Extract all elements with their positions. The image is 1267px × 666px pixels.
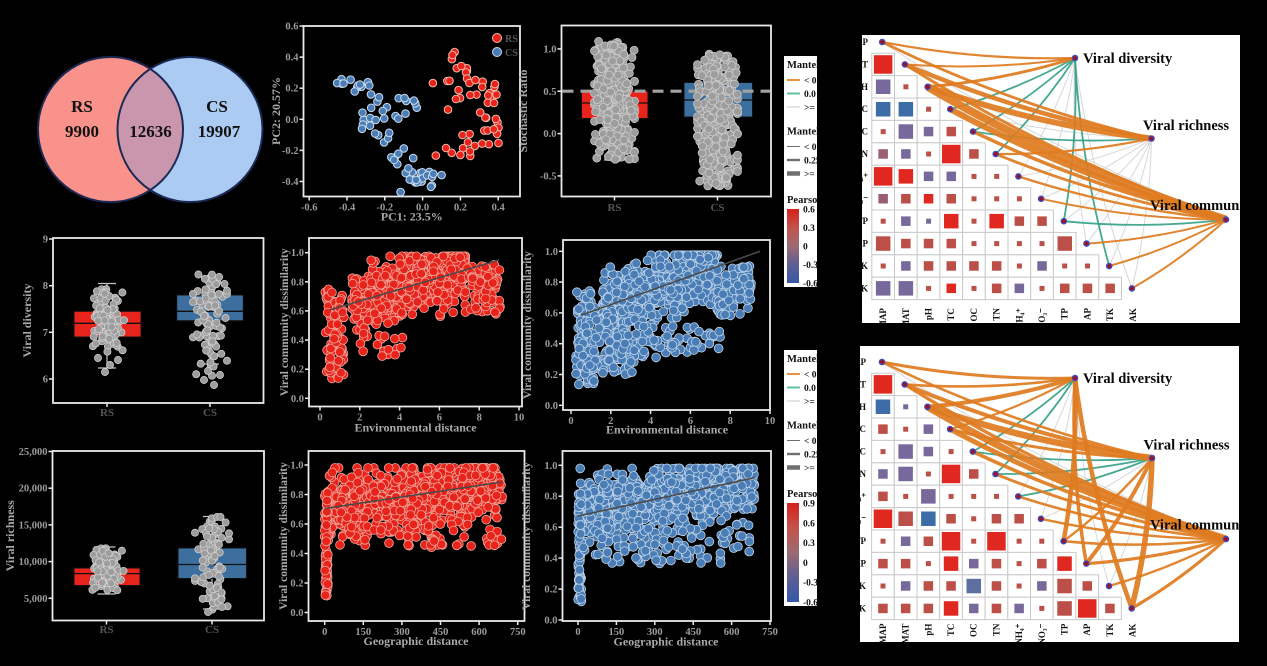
svg-text:-0.2: -0.2 xyxy=(282,146,299,157)
svg-text:0.6: 0.6 xyxy=(291,306,304,317)
svg-text:600: 600 xyxy=(471,627,487,638)
svg-text:10: 10 xyxy=(765,416,776,427)
svg-text:1.0: 1.0 xyxy=(544,461,557,472)
svg-text:0.0: 0.0 xyxy=(290,608,303,619)
svg-text:Environmental distance: Environmental distance xyxy=(606,423,729,437)
svg-text:0.6: 0.6 xyxy=(544,523,557,534)
svg-text:0.8: 0.8 xyxy=(291,277,304,288)
svg-text:750: 750 xyxy=(510,627,526,638)
svg-text:8: 8 xyxy=(43,281,48,292)
svg-text:0.4: 0.4 xyxy=(291,336,305,347)
svg-text:CS: CS xyxy=(206,97,228,116)
svg-text:9900: 9900 xyxy=(65,122,99,141)
svg-text:Viral community dissimilarity: Viral community dissimilarity xyxy=(521,462,533,610)
svg-text:750: 750 xyxy=(762,627,778,638)
svg-text:7: 7 xyxy=(43,328,48,339)
svg-text:0.4: 0.4 xyxy=(545,339,559,350)
svg-text:0.6: 0.6 xyxy=(285,22,298,33)
svg-text:Viral richness: Viral richness xyxy=(3,500,17,572)
svg-text:0.6: 0.6 xyxy=(290,520,303,531)
svg-text:Viral community dissimilarity: Viral community dissimilarity xyxy=(522,251,534,399)
svg-text:Viral community dissimilarity: Viral community dissimilarity xyxy=(279,248,291,396)
svg-text:0.2: 0.2 xyxy=(545,370,558,381)
svg-text:CS: CS xyxy=(710,202,724,214)
svg-text:600: 600 xyxy=(724,627,740,638)
svg-text:-0.5: -0.5 xyxy=(540,171,557,182)
svg-text:0.4: 0.4 xyxy=(290,549,304,560)
svg-text:0: 0 xyxy=(568,416,573,427)
svg-text:CS: CS xyxy=(203,407,217,419)
svg-text:12636: 12636 xyxy=(129,122,172,141)
svg-text:RS: RS xyxy=(71,97,93,116)
svg-text:Environmental distance: Environmental distance xyxy=(354,421,477,435)
svg-text:6: 6 xyxy=(43,375,48,386)
svg-text:25,000: 25,000 xyxy=(19,447,48,458)
svg-text:10: 10 xyxy=(514,413,525,424)
svg-text:1.0: 1.0 xyxy=(545,247,558,258)
svg-text:PC1: 23.5%: PC1: 23.5% xyxy=(381,210,443,224)
svg-text:0.0: 0.0 xyxy=(544,616,557,627)
svg-text:0.0: 0.0 xyxy=(543,129,556,140)
svg-text:Geographic distance: Geographic distance xyxy=(364,634,470,648)
svg-text:-0.6: -0.6 xyxy=(301,203,318,214)
svg-text:0.5: 0.5 xyxy=(543,87,556,98)
svg-text:PC2: 20.57%: PC2: 20.57% xyxy=(269,77,283,145)
svg-text:0.8: 0.8 xyxy=(544,492,557,503)
svg-text:19907: 19907 xyxy=(198,122,241,141)
svg-text:15,000: 15,000 xyxy=(19,520,48,531)
svg-text:Viral community dissimilarity: Viral community dissimilarity xyxy=(278,462,290,610)
svg-text:0.4: 0.4 xyxy=(544,554,558,565)
svg-text:0.2: 0.2 xyxy=(544,585,557,596)
svg-text:RS: RS xyxy=(607,202,621,214)
svg-text:0.0: 0.0 xyxy=(285,115,298,126)
svg-text:20,000: 20,000 xyxy=(19,484,48,495)
svg-text:-0.4: -0.4 xyxy=(282,177,299,188)
svg-text:5,000: 5,000 xyxy=(24,594,48,605)
svg-text:0.8: 0.8 xyxy=(290,490,303,501)
svg-text:Viral diversity: Viral diversity xyxy=(20,284,34,358)
svg-text:RS: RS xyxy=(100,407,114,419)
svg-text:0: 0 xyxy=(317,413,322,424)
svg-text:9: 9 xyxy=(43,235,48,246)
svg-text:CS: CS xyxy=(205,624,219,636)
svg-text:RS: RS xyxy=(99,624,113,636)
svg-text:0.0: 0.0 xyxy=(545,401,558,412)
svg-text:1.0: 1.0 xyxy=(543,44,556,55)
svg-text:8: 8 xyxy=(477,413,482,424)
svg-text:0.8: 0.8 xyxy=(545,278,558,289)
svg-text:-0.4: -0.4 xyxy=(339,203,356,214)
svg-text:0.0: 0.0 xyxy=(291,394,304,405)
svg-text:0.4: 0.4 xyxy=(285,53,299,64)
svg-text:10,000: 10,000 xyxy=(19,557,48,568)
svg-text:Stochastic Ratio: Stochastic Ratio xyxy=(516,70,530,153)
svg-text:0: 0 xyxy=(575,627,580,638)
svg-text:8: 8 xyxy=(728,416,733,427)
svg-text:1.0: 1.0 xyxy=(290,461,303,472)
svg-text:0.4: 0.4 xyxy=(492,203,506,214)
svg-text:0.2: 0.2 xyxy=(285,84,298,95)
svg-text:RS: RS xyxy=(505,34,518,45)
svg-text:Geographic distance: Geographic distance xyxy=(614,635,720,649)
svg-text:0.2: 0.2 xyxy=(291,365,304,376)
svg-text:CS: CS xyxy=(505,48,518,59)
svg-text:0.6: 0.6 xyxy=(545,308,558,319)
svg-text:0.2: 0.2 xyxy=(290,579,303,590)
svg-text:1.0: 1.0 xyxy=(291,248,304,259)
svg-text:0: 0 xyxy=(322,627,327,638)
svg-text:0.2: 0.2 xyxy=(454,203,467,214)
